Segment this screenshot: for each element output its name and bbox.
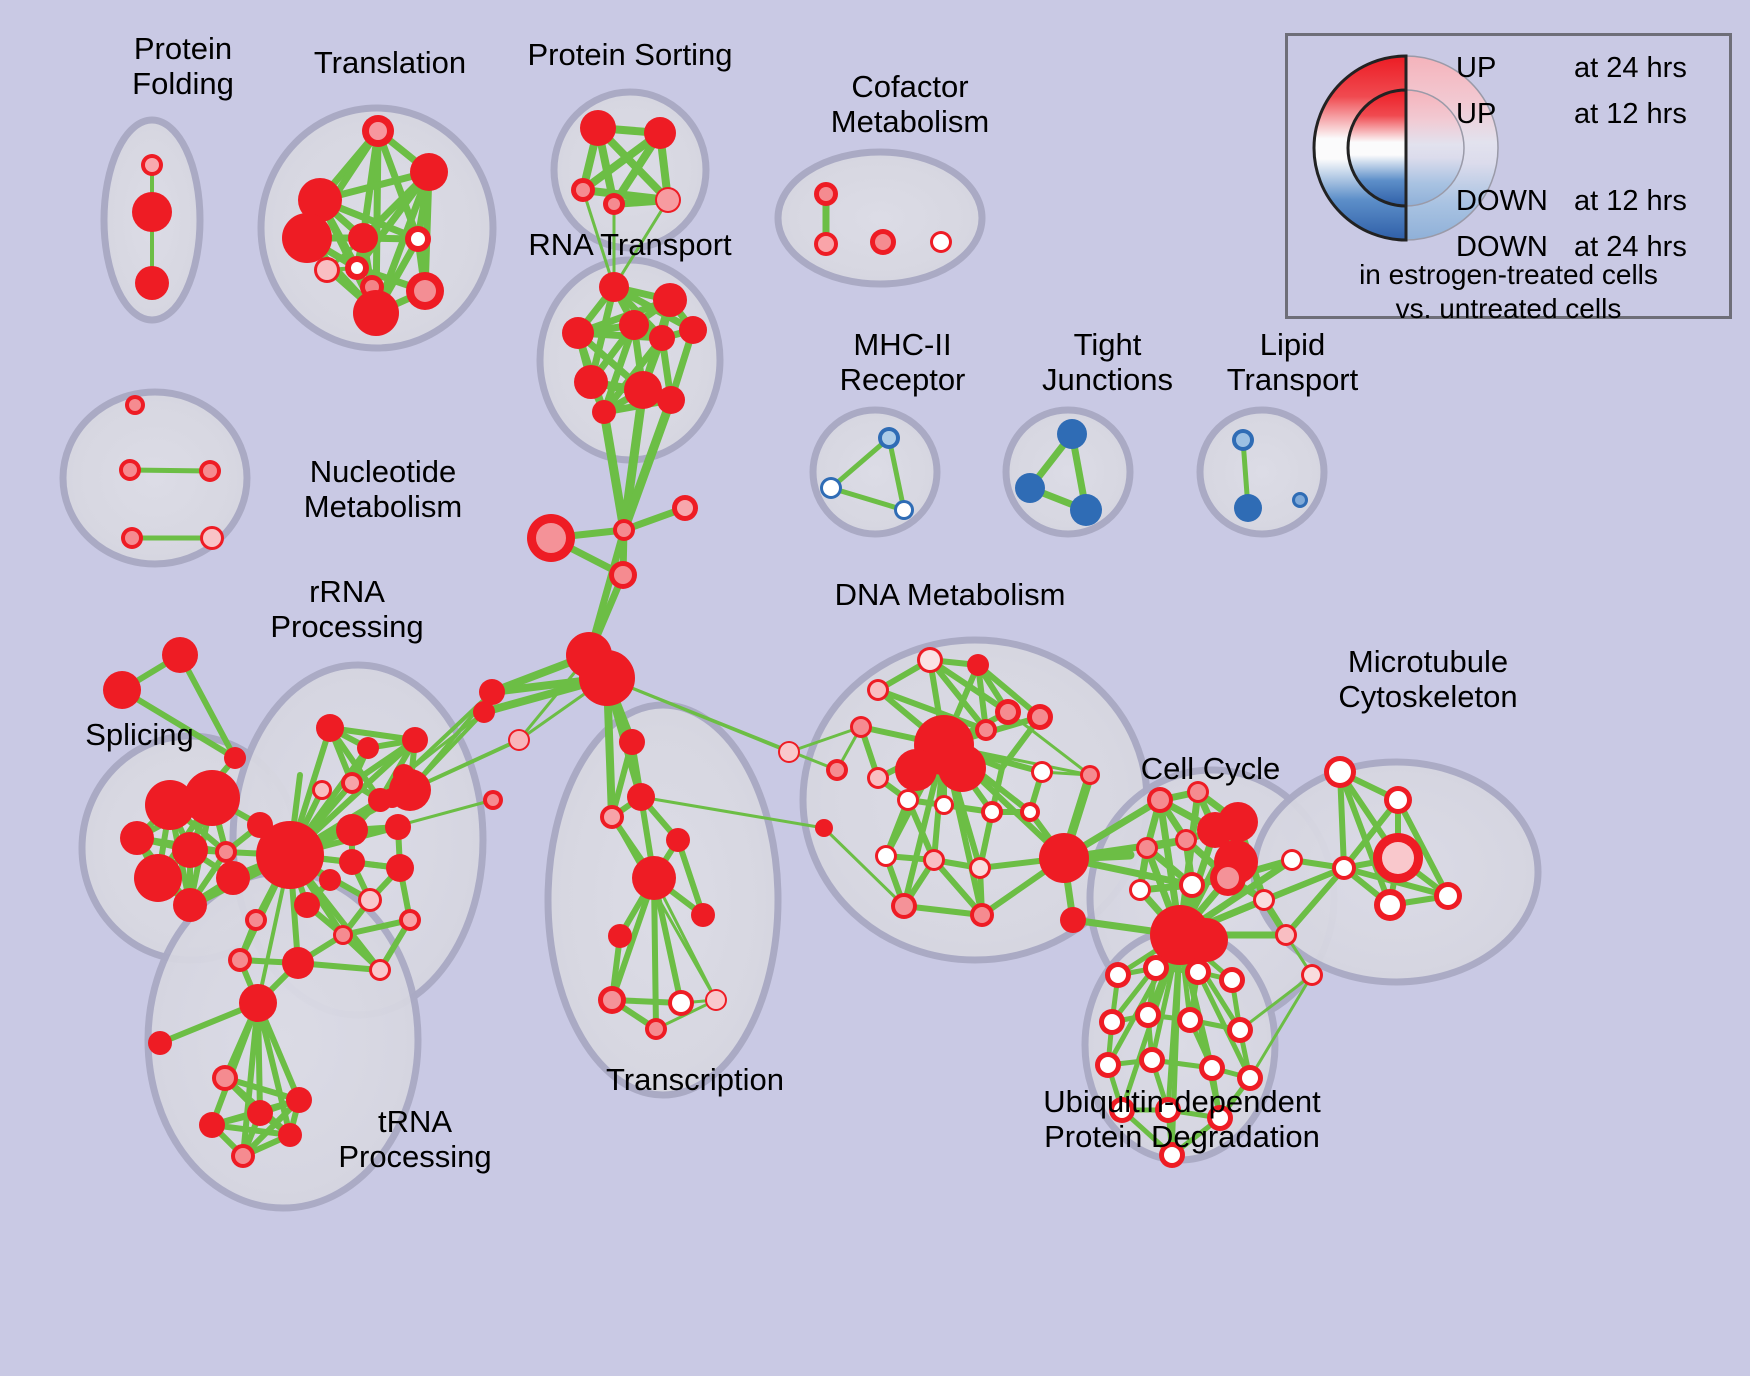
legend-ring-diagram xyxy=(1312,54,1499,242)
legend-direction: UP xyxy=(1456,52,1497,84)
legend-timepoint: at 24 hrs xyxy=(1574,231,1687,263)
legend-direction: DOWN xyxy=(1456,185,1548,217)
legend-timepoint: at 12 hrs xyxy=(1574,98,1687,130)
legend-direction: DOWN xyxy=(1456,231,1548,263)
legend-direction: UP xyxy=(1456,98,1497,130)
legend-row-up-24: UP at 24 hrs xyxy=(1456,52,1687,85)
legend-panel: UP at 24 hrs UP at 12 hrs DOWN at 12 hrs… xyxy=(1285,33,1732,324)
legend-rows: UP at 24 hrs UP at 12 hrs DOWN at 12 hrs… xyxy=(1456,52,1731,263)
legend-timepoint: at 24 hrs xyxy=(1574,52,1687,84)
legend-caption: in estrogen-treated cells vs. untreated … xyxy=(1359,259,1658,325)
legend-timepoint: at 12 hrs xyxy=(1574,185,1687,217)
legend-row-down-24: DOWN at 24 hrs xyxy=(1456,231,1687,264)
network-nodes xyxy=(103,110,1462,1168)
legend-row-down-12: DOWN at 12 hrs xyxy=(1456,185,1687,218)
legend-row-up-12: UP at 12 hrs xyxy=(1456,98,1687,131)
